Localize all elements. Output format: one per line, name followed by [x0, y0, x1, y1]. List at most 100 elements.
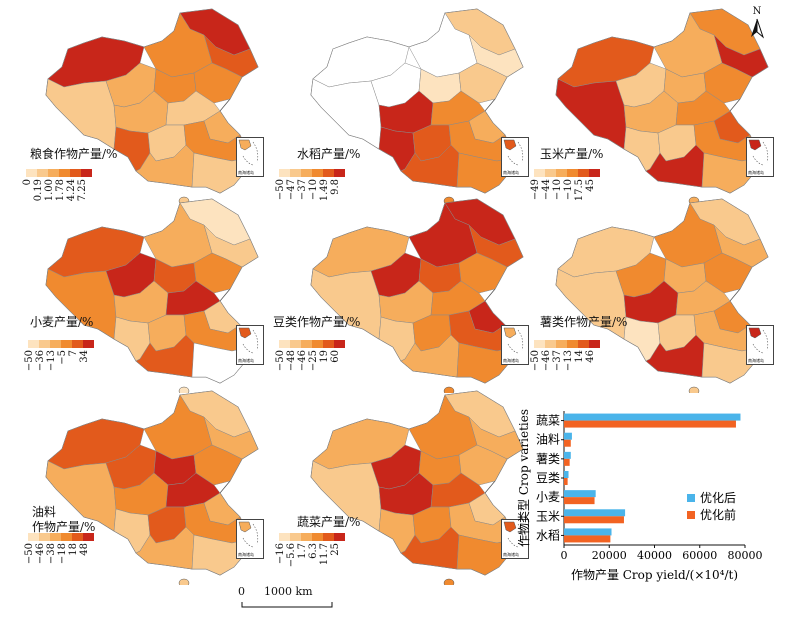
map-title-line2: 作物产量/% [32, 520, 96, 534]
y-tick-label: 玉米 [536, 509, 560, 523]
crop-yield-bar-chart: 水稻 玉米 小麦 豆类 薯类 油料 蔬菜 0 20000 40000 60000 80000 作物产量 … [510, 405, 800, 616]
legend-swatch [687, 511, 695, 519]
bar-before [564, 497, 595, 505]
province-region [701, 152, 761, 194]
legend-swatch [334, 533, 345, 541]
north-arrow-icon: N [747, 6, 767, 40]
hainan-island [178, 386, 190, 393]
map-title: 豆类作物产量/% [273, 315, 361, 329]
bar-before [564, 478, 568, 485]
legend-break-label: −37 [552, 350, 563, 372]
province-region [701, 342, 761, 384]
legend-swatch [83, 340, 94, 348]
map-panel-legume: 豆类作物产量/% −50 −48 −46 −25 19 60 南海诸岛 [273, 193, 535, 393]
legend-break-label: 14 [574, 350, 585, 363]
legend-break-label: 18 [68, 543, 79, 556]
hainan-island [688, 386, 700, 393]
map-title: 水稻产量/% [297, 147, 361, 161]
map-panel-oil: 油料 作物产量/% −50 −46 −38 −18 18 48 南海诸岛 [20, 385, 270, 585]
hainan-island [178, 578, 190, 585]
legend-break-label: −46 [541, 350, 552, 372]
x-tick-label: 40000 [637, 549, 672, 562]
legend-break-label: 7 [68, 350, 79, 357]
inset-caption: 南海诸岛 [238, 170, 254, 175]
province-region [191, 342, 251, 384]
legend-swatch [534, 340, 545, 348]
map-title: 粮食作物产量/% [30, 147, 118, 161]
y-tick-label: 小麦 [536, 490, 560, 504]
bar-after [564, 413, 741, 421]
hainan-island [443, 386, 455, 393]
x-tick-label: 20000 [592, 549, 627, 562]
china-choropleth-map [555, 198, 769, 393]
legend-swatch [301, 169, 312, 177]
hainan-island [443, 196, 455, 203]
x-tick-label: 0 [561, 549, 568, 562]
legend-break-label: −36 [35, 350, 46, 372]
legend-break-label: 45 [585, 179, 596, 192]
scale-bar: 0 1000 km [238, 582, 368, 612]
legend-break-label: −16 [275, 543, 286, 565]
legend-label: 优化后 [700, 491, 736, 505]
bar-before [564, 439, 571, 447]
south-china-sea-inset: 南海诸岛 [501, 137, 529, 177]
legend-swatch [687, 494, 695, 502]
south-china-sea-inset: 南海诸岛 [236, 325, 264, 365]
bar-before [564, 516, 624, 524]
inset-caption: 南海诸岛 [748, 170, 764, 175]
china-choropleth-map [310, 198, 524, 393]
south-china-sea-inset: 南海诸岛 [236, 137, 264, 177]
legend-swatch [545, 169, 556, 177]
legend-swatch [589, 169, 600, 177]
south-china-sea-inset: 南海诸岛 [746, 137, 774, 177]
hainan-island [178, 196, 190, 203]
y-tick-label: 蔬菜 [536, 414, 560, 428]
china-choropleth-map [555, 8, 769, 203]
legend-swatch [72, 533, 83, 541]
legend-swatch [37, 169, 48, 177]
legend-swatch [301, 340, 312, 348]
map-panel-grain: 粮食作物产量/% 0 0.19 1.00 1.78 4.24 7.25 南海诸岛 [20, 3, 270, 203]
legend-break-label: −48 [286, 350, 297, 372]
legend-break-label: −50 [275, 350, 286, 372]
inset-caption: 南海诸岛 [503, 552, 519, 557]
map-panel-maize: 玉米产量/% −49 −44 −10 −10 17.5 45 南海诸岛 [530, 3, 780, 203]
legend-swatch [312, 533, 323, 541]
map-panel-vegetable: 蔬菜产量/% −16 −5.6 1.7 6.3 11.7 25 南海诸岛 [275, 385, 535, 585]
legend-swatch [70, 169, 81, 177]
legend-break-label: −18 [57, 543, 68, 565]
legend-swatch [48, 169, 59, 177]
legend-break-label: −5.6 [286, 543, 297, 568]
bar-before [564, 420, 736, 428]
south-china-sea-inset: 南海诸岛 [501, 325, 529, 365]
legend-swatch [312, 340, 323, 348]
legend-break-label: −46 [35, 543, 46, 565]
legend-swatch [81, 169, 92, 177]
legend-swatch [578, 169, 589, 177]
north-arrow-label: N [752, 6, 762, 17]
inset-caption: 南海诸岛 [503, 170, 519, 175]
legend-break-label: −50 [24, 350, 35, 372]
china-choropleth-map [45, 8, 259, 203]
legend-break-label: 34 [79, 350, 90, 363]
map-title: 薯类作物产量/% [540, 315, 628, 329]
bar-after [564, 509, 626, 517]
y-tick-label: 水稻 [536, 528, 560, 542]
province-region [45, 78, 117, 150]
legend-swatch [83, 533, 94, 541]
legend-swatch [72, 340, 83, 348]
legend-break-label: 0 [22, 179, 33, 186]
legend-break-label: 11.7 [319, 543, 330, 566]
province-region [191, 534, 251, 576]
legend-swatch [567, 340, 578, 348]
legend-break-label: −46 [297, 350, 308, 372]
legend-swatch [59, 169, 70, 177]
bar-before [564, 535, 611, 543]
chart-svg: 水稻 玉米 小麦 豆类 薯类 油料 蔬菜 0 20000 40000 60000 80000 作物产量 … [517, 409, 763, 582]
bar-before [564, 458, 570, 466]
map-title: 小麦产量/% [30, 315, 94, 329]
legend-swatch [50, 533, 61, 541]
inset-caption: 南海诸岛 [503, 358, 519, 363]
x-axis-label: 作物产量 Crop yield/(×10⁴/t) [571, 568, 738, 582]
inset-caption: 南海诸岛 [238, 358, 254, 363]
